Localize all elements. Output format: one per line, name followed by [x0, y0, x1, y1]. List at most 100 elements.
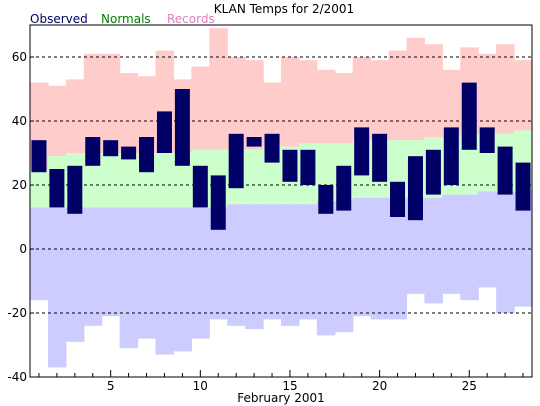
y-tick-label: -20: [7, 306, 27, 320]
record-high-band: [137, 76, 157, 153]
legend-records: Records: [167, 12, 215, 26]
record-low-band: [281, 204, 300, 326]
observed-bar: [461, 82, 477, 150]
observed-bar: [390, 181, 406, 217]
observed-bar: [372, 133, 388, 182]
plot-frame: [29, 24, 533, 378]
normal-band: [30, 169, 49, 208]
record-low-band: [334, 201, 354, 333]
record-low-band: [101, 207, 121, 317]
legend-observed: Observed: [30, 12, 88, 26]
normal-band: [119, 153, 139, 208]
record-high-band: [227, 57, 246, 150]
record-high-band: [65, 79, 85, 153]
x-tick-label: 25: [462, 379, 477, 393]
legend: Observed Normals Records: [30, 12, 215, 26]
record-high-band: [352, 57, 372, 141]
legend-normals: Normals: [101, 12, 151, 26]
record-low-band: [209, 207, 228, 320]
record-low-band: [424, 197, 443, 304]
record-low-band: [406, 197, 426, 294]
record-low-band: [83, 207, 103, 326]
observed-bar: [264, 133, 280, 163]
normal-band: [245, 149, 264, 205]
record-low-band: [442, 194, 461, 294]
record-low-band: [496, 191, 515, 313]
record-low-band: [298, 204, 318, 320]
observed-bar: [497, 146, 513, 195]
x-tick-label: 20: [372, 379, 387, 393]
observed-bar: [192, 165, 208, 208]
x-axis-label: February 2001: [237, 391, 325, 405]
record-high-band: [245, 60, 264, 150]
y-axis: -40 -20 0 20 40 60: [7, 50, 34, 384]
record-high-band: [47, 85, 67, 157]
y-tick-label: 60: [12, 50, 27, 64]
normal-band: [83, 153, 103, 208]
observed-bar: [479, 127, 495, 153]
chart-title: KLAN Temps for 2/2001: [214, 2, 354, 16]
y-tick-label: -40: [7, 370, 27, 384]
observed-bar: [336, 165, 352, 211]
normal-band: [101, 153, 121, 208]
observed-bar: [443, 127, 459, 185]
record-high-band: [209, 28, 228, 150]
record-high-band: [370, 60, 390, 141]
observed-bar: [318, 185, 334, 214]
record-high-band: [191, 66, 210, 150]
normal-band: [173, 153, 192, 208]
record-high-band: [478, 53, 497, 134]
record-high-band: [514, 60, 533, 131]
observed-bar: [67, 165, 83, 214]
observed-bar: [228, 133, 244, 189]
record-low-band: [65, 207, 85, 342]
y-tick-label: 0: [19, 242, 27, 256]
observed-bar: [156, 111, 172, 153]
observed-bar: [85, 137, 101, 166]
record-low-band: [370, 197, 390, 320]
observed-bar: [425, 149, 441, 195]
record-high-band: [298, 60, 318, 144]
x-tick-label: 5: [107, 379, 115, 393]
record-low-band: [173, 207, 192, 352]
y-tick-label: 40: [12, 114, 27, 128]
observed-bar: [31, 140, 47, 173]
observed-bar: [49, 169, 65, 208]
record-high-band: [334, 73, 354, 144]
record-low-band: [119, 207, 139, 349]
record-low-band: [155, 207, 175, 355]
record-low-band: [478, 191, 497, 288]
record-low-band: [137, 207, 157, 339]
record-high-band: [101, 53, 121, 153]
record-low-band: [352, 197, 372, 317]
observed-bar: [354, 127, 370, 176]
observed-bar: [103, 140, 119, 157]
record-high-band: [119, 73, 139, 153]
record-low-band: [30, 207, 49, 301]
record-high-band: [316, 69, 336, 144]
record-high-band: [281, 57, 300, 147]
observed-bar: [121, 146, 137, 160]
record-low-band: [388, 197, 408, 320]
record-high-band: [388, 50, 408, 141]
record-low-band: [227, 204, 246, 326]
record-high-band: [263, 82, 282, 147]
x-axis: 5 10 15 20 25: [38, 370, 524, 393]
record-low-band: [191, 207, 210, 339]
record-low-band: [263, 204, 282, 320]
observed-bar: [174, 89, 190, 166]
observed-bar: [515, 162, 531, 211]
x-tick-label: 15: [282, 379, 297, 393]
x-tick-label: 10: [193, 379, 208, 393]
record-and-normal-bands: [30, 28, 533, 368]
observed-bar: [282, 149, 298, 182]
observed-bars: [31, 82, 531, 230]
observed-bar: [407, 156, 423, 221]
observed-bar: [139, 137, 155, 173]
record-high-band: [496, 44, 515, 134]
record-high-band: [442, 69, 461, 137]
observed-bar: [246, 137, 262, 147]
record-low-band: [316, 201, 336, 336]
record-high-band: [424, 44, 443, 138]
